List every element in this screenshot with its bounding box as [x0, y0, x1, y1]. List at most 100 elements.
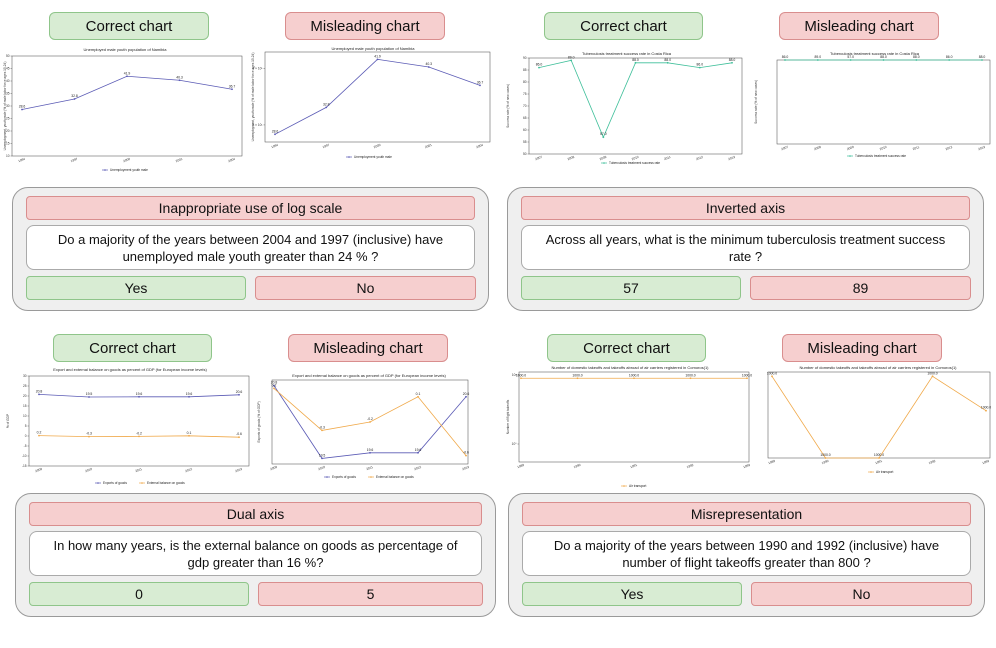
data-label: 20.6	[463, 392, 470, 396]
data-point	[824, 457, 827, 459]
answer-misleading[interactable]: 5	[258, 582, 483, 606]
legend-marker	[623, 485, 625, 487]
chart-title: Number of domestic takeoffs and takeoffs…	[799, 365, 957, 370]
chart-title: Tuberculosis treatment success rate in C…	[830, 51, 920, 56]
data-label: 88.0	[632, 58, 639, 62]
x-tick-label: 2012	[414, 465, 422, 471]
y-tick-label: 80	[523, 80, 527, 84]
x-tick-label: 1997	[322, 143, 330, 149]
series-line	[21, 75, 233, 110]
data-point	[689, 377, 692, 380]
data-label: 88.0	[913, 55, 920, 59]
y-tick-label: 10³	[512, 373, 517, 377]
data-point	[465, 395, 467, 398]
y-tick-label: 3 × 10¹	[252, 123, 262, 127]
data-point	[816, 59, 819, 61]
data-point	[274, 133, 276, 136]
y-tick-label: 45	[6, 67, 10, 71]
y-tick-label: 40	[6, 79, 10, 83]
answer-correct[interactable]: 57	[521, 276, 741, 300]
data-point	[849, 59, 852, 61]
x-tick-label: 2010	[879, 145, 887, 151]
y-tick-label: -10	[22, 454, 27, 458]
panel-title: Inappropriate use of log scale	[26, 196, 475, 220]
data-label: 1000.0	[767, 371, 777, 375]
data-label: 0.1	[187, 431, 192, 435]
data-point	[325, 106, 328, 109]
log-scale-panel: Inappropriate use of log scale Do a majo…	[12, 187, 489, 311]
data-label: 41.9	[374, 54, 381, 58]
data-point	[634, 61, 637, 64]
x-tick-label: 2004	[228, 157, 236, 163]
question-text: Across all years, what is the minimum tu…	[521, 225, 970, 270]
data-label: -0.6	[463, 451, 469, 455]
data-point	[238, 393, 240, 396]
answer-correct[interactable]: Yes	[26, 276, 246, 300]
x-tick-label: 1990	[573, 463, 581, 469]
correct-chart-label: Correct chart	[49, 12, 209, 40]
chart-title: Export and external balance on goods as …	[53, 367, 207, 372]
data-label: 1000.0	[927, 371, 937, 375]
x-tick-label: 2000	[373, 143, 381, 149]
data-label: -0.6	[236, 432, 242, 436]
misrepresentation-panel: Misrepresentation Do a majority of the y…	[508, 493, 985, 617]
data-point	[369, 421, 371, 423]
x-tick-label: 1997	[70, 157, 78, 163]
legend-marker	[97, 482, 99, 484]
comoros-misleading-chart: Number of domestic takeoffs and takeoffs…	[760, 364, 996, 484]
europe-correct-chart: Export and external balance on goods as …	[5, 366, 255, 488]
data-point	[38, 393, 40, 396]
namibia-correct-chart: Unemployed male youth population of Nami…	[2, 44, 248, 176]
data-point	[321, 429, 323, 432]
y-axis-label: Exports of goods (% of GDP)	[257, 401, 261, 442]
panel-title: Dual axis	[29, 502, 482, 526]
data-point	[948, 59, 951, 61]
x-tick-label: 2011	[663, 155, 671, 161]
legend-label: Unemployment youth male	[354, 155, 392, 159]
data-point	[931, 375, 934, 378]
data-label: 1000.0	[820, 453, 830, 457]
answer-misleading[interactable]: 89	[750, 276, 971, 300]
data-point	[38, 434, 40, 437]
data-label: 36.7	[477, 80, 484, 84]
data-point	[238, 436, 240, 439]
data-label: 20.8	[271, 381, 278, 385]
legend-label: Exports of goods	[103, 481, 127, 485]
namibia-misleading-chart: Unemployed male youth population of Nami…	[250, 44, 496, 176]
answer-correct[interactable]: Yes	[522, 582, 742, 606]
legend-label: Air transport	[876, 470, 893, 474]
answer-correct[interactable]: 0	[29, 582, 249, 606]
y-tick-label: 0	[25, 434, 27, 438]
y-axis-label: Success rate (% of new cases)	[506, 84, 510, 128]
y-tick-label: 20	[6, 129, 10, 133]
dual-axis-panel: Dual axis In how many years, is the exte…	[15, 493, 496, 617]
data-label: 19.6	[367, 448, 374, 452]
y-tick-label: 4 × 10¹	[252, 67, 262, 71]
data-label: 86.0	[536, 63, 543, 67]
europe-misleading-chart: Export and external balance on goods as …	[256, 372, 482, 484]
x-tick-label: 2013	[235, 467, 243, 473]
answer-misleading[interactable]: No	[255, 276, 476, 300]
y-tick-label: 30	[6, 104, 10, 108]
y-axis-label: Unemployment, youth male (% of male labo…	[251, 53, 255, 142]
data-point	[376, 58, 379, 61]
data-label: 1000.0	[572, 373, 582, 377]
x-tick-label: 1991	[630, 463, 638, 469]
x-tick-label: 2012	[945, 145, 953, 151]
series-line	[274, 58, 481, 135]
data-label: 88.0	[729, 58, 736, 62]
answer-misleading[interactable]: No	[751, 582, 972, 606]
data-label: 89.0	[568, 55, 575, 59]
y-tick-label: 25	[23, 384, 27, 388]
data-label: 20.8	[36, 389, 43, 393]
y-tick-label: 35	[6, 92, 10, 96]
x-tick-label: 1992	[686, 463, 694, 469]
x-tick-label: 2007	[781, 145, 789, 151]
data-label: 40.3	[425, 62, 432, 66]
data-label: 89.0	[815, 55, 822, 59]
data-label: 0.2	[272, 383, 277, 387]
legend-label: Tuberculosis treatment success rate	[609, 161, 660, 165]
x-tick-label: 1989	[517, 463, 525, 469]
x-tick-label: 2013	[978, 145, 986, 151]
data-point	[520, 377, 522, 380]
